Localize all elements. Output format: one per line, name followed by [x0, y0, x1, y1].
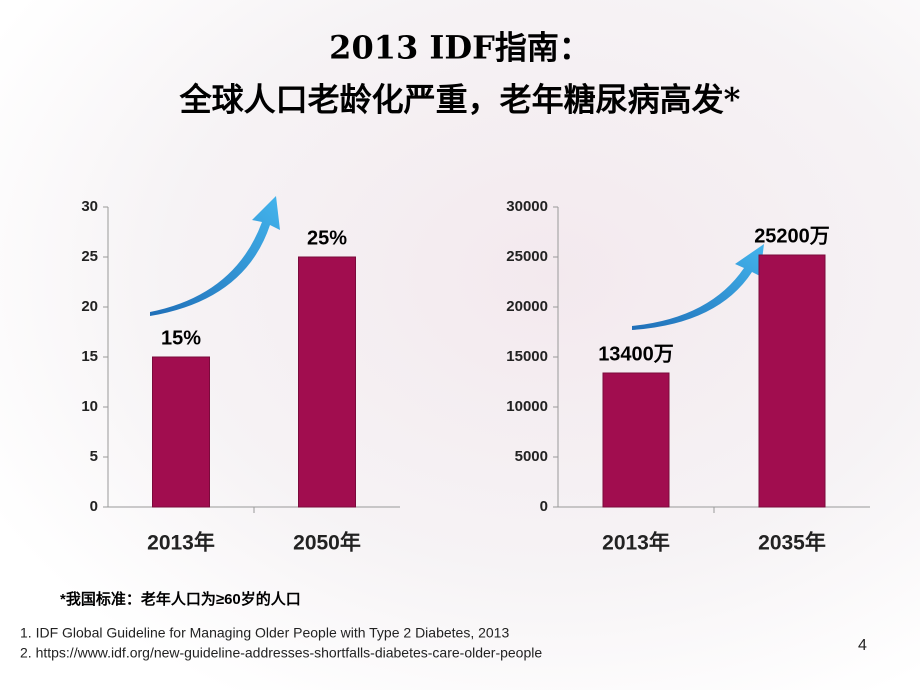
y-tick-label: 30000: [506, 198, 548, 215]
reference: 1. IDF Global Guideline for Managing Old…: [20, 625, 509, 641]
value-label: 15%: [161, 327, 201, 349]
y-tick-label: 0: [90, 498, 98, 515]
y-tick-label: 25: [81, 248, 98, 265]
bar: [602, 372, 670, 508]
x-tick-label: 2013年: [147, 531, 215, 555]
y-tick-label: 25000: [506, 248, 548, 265]
value-label: 13400万: [598, 343, 674, 365]
x-tick-label: 2035年: [758, 531, 826, 555]
bar: [298, 256, 356, 508]
value-label: 25200万: [754, 225, 830, 247]
footnote: *我国标准：老年人口为≥60岁的人口: [60, 590, 301, 608]
x-tick-label: 2050年: [293, 531, 361, 555]
y-tick-label: 10: [81, 398, 98, 415]
trend-arrow: [150, 196, 280, 316]
bar: [758, 254, 826, 508]
y-tick-label: 10000: [506, 398, 548, 415]
y-tick-label: 20000: [506, 298, 548, 315]
y-tick-label: 5: [90, 448, 98, 465]
y-tick-label: 0: [540, 498, 548, 515]
title-line: 2013 IDF指南：: [329, 29, 591, 67]
y-tick-label: 20: [81, 298, 98, 315]
page-number: 4: [858, 637, 867, 654]
x-tick-label: 2013年: [602, 531, 670, 555]
reference: 2. https://www.idf.org/new-guideline-add…: [20, 645, 542, 661]
y-tick-label: 5000: [515, 448, 548, 465]
y-tick-label: 15000: [506, 348, 548, 365]
value-label: 25%: [307, 227, 347, 249]
y-tick-label: 30: [81, 198, 98, 215]
trend-arrow: [632, 244, 764, 330]
bar: [152, 356, 210, 508]
y-tick-label: 15: [81, 348, 98, 365]
title-line: 全球人口老龄化严重，老年糖尿病高发*: [179, 81, 741, 119]
